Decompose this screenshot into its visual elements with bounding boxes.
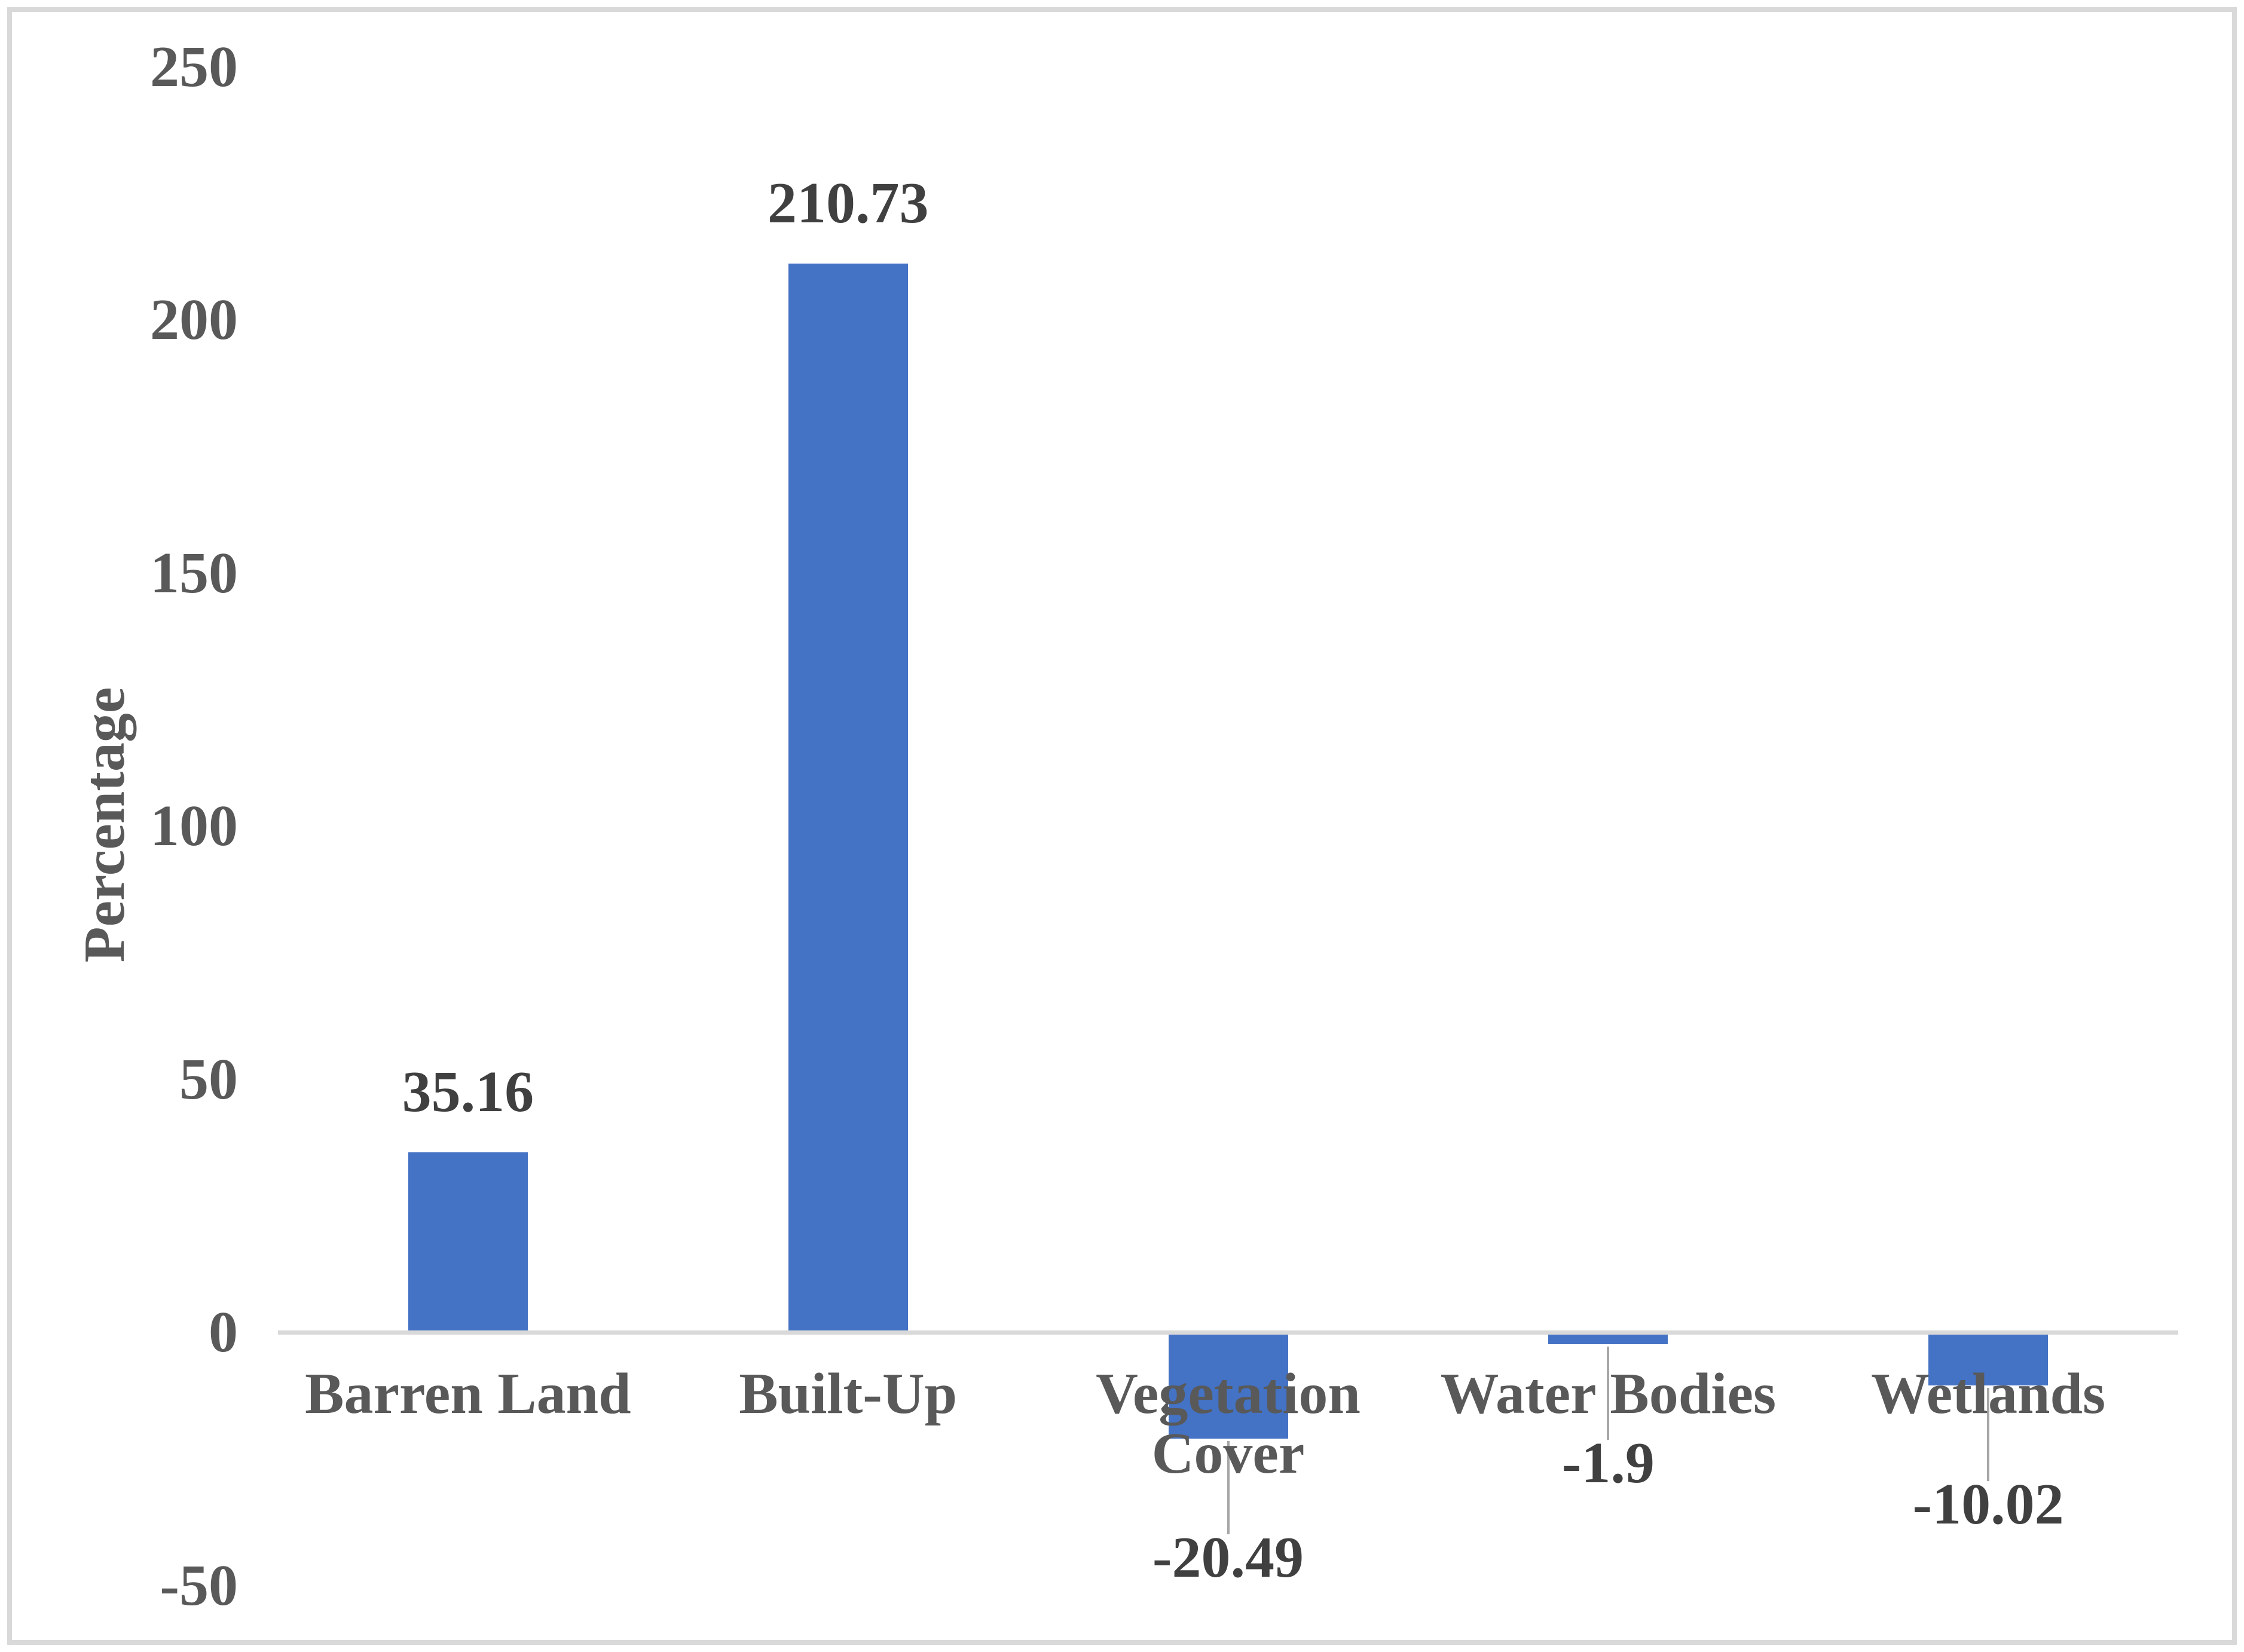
y-tick-label: 100 bbox=[150, 794, 238, 858]
bar-built-up bbox=[788, 264, 908, 1330]
y-tick-label: 150 bbox=[150, 540, 238, 605]
category-label: Built-Up bbox=[739, 1362, 958, 1426]
y-tick-label: -50 bbox=[160, 1553, 238, 1618]
y-tick-label: 50 bbox=[179, 1047, 238, 1112]
leader-line bbox=[1987, 1387, 1990, 1481]
bar-water-bodies bbox=[1548, 1335, 1668, 1345]
bar-data-label: -1.9 bbox=[1561, 1431, 1655, 1496]
category-label: Wetlands bbox=[1871, 1362, 2106, 1426]
bar-barren-land bbox=[408, 1152, 528, 1330]
bar-data-label: 35.16 bbox=[402, 1060, 534, 1125]
x-axis-line bbox=[278, 1330, 2178, 1335]
bar-data-label: 210.73 bbox=[767, 171, 929, 236]
bar-vegetation-cover bbox=[1168, 1335, 1288, 1439]
bar-data-label: -20.49 bbox=[1152, 1525, 1304, 1590]
leader-line bbox=[1607, 1347, 1610, 1440]
y-tick-label: 0 bbox=[209, 1300, 238, 1365]
category-label: Vegetation Cover bbox=[1096, 1362, 1361, 1486]
bar-data-label: -10.02 bbox=[1912, 1471, 2064, 1537]
y-tick-label: 200 bbox=[150, 287, 238, 352]
category-label: Barren Land bbox=[305, 1362, 631, 1426]
y-tick-label: 250 bbox=[150, 34, 238, 99]
leader-line bbox=[1227, 1440, 1230, 1534]
bar-wetlands bbox=[1928, 1335, 2049, 1385]
category-label: Water Bodies bbox=[1440, 1362, 1777, 1426]
